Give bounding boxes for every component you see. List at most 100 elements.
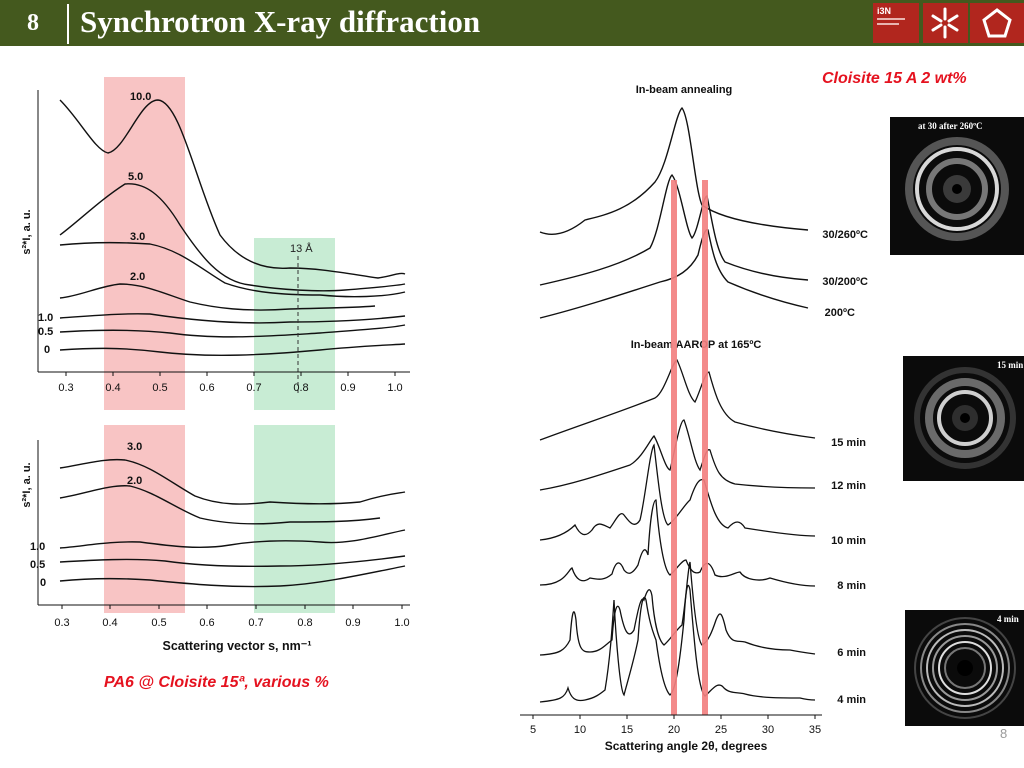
diffraction-pattern-2: 15 min: [903, 356, 1024, 481]
time-label: 8 min: [837, 580, 866, 592]
curve-05: [59, 324, 406, 338]
time-label: 15 min: [831, 437, 866, 449]
curve-10min: [539, 443, 816, 541]
x-ticks-bottom: [61, 605, 403, 609]
x-tick-label: 0.6: [199, 382, 214, 394]
curve-label: 2.0: [127, 475, 142, 487]
saxs-figure: 0.3 0.4 0.5 0.6 0.7 0.8 0.9 1.0 s²*I, a.…: [21, 77, 410, 653]
diffraction-rings: [914, 367, 1016, 469]
page-number: 8: [1000, 726, 1008, 741]
x-tick-label: 0.6: [199, 617, 214, 629]
curve-05-bottom: [59, 555, 406, 568]
curve-label: 0: [44, 344, 50, 356]
annealing-label: 200ºC: [825, 307, 855, 319]
peak-highlight-line: [671, 180, 677, 715]
curve-label: 1.0: [38, 312, 53, 324]
curve-3: [59, 241, 406, 298]
x-ticks-right: [532, 715, 816, 719]
peak-annotation: 13 Å: [290, 242, 313, 255]
x-tick-label: 0.4: [105, 382, 120, 394]
x-tick-label: 0.8: [297, 617, 312, 629]
curve-4min: [539, 584, 816, 703]
university-logo: [923, 3, 968, 43]
x-tick-label: 1.0: [394, 617, 409, 629]
x-tick-label: 0.7: [246, 382, 261, 394]
diffraction-pattern-1: at 30 after 260ºC: [890, 117, 1024, 255]
asterisk-icon: [931, 7, 959, 39]
curve-5: [59, 183, 406, 292]
curve-label: 2.0: [130, 271, 145, 283]
curve-label: 0.5: [38, 326, 53, 338]
annealing-label: 30/260ºC: [822, 229, 868, 241]
curve-0: [59, 343, 406, 357]
x-tick-label: 1.0: [387, 382, 402, 394]
annealing-title: In-beam annealing: [636, 84, 733, 96]
curve-0-bottom: [59, 565, 406, 588]
curve-8min: [539, 499, 816, 587]
time-label: 4 min: [837, 694, 866, 706]
curve-1-bottom: [59, 529, 406, 549]
pink-band-bottom: [104, 425, 185, 613]
curve-2: [59, 283, 376, 311]
curve-label: 3.0: [130, 231, 145, 243]
peak-highlight-line: [702, 180, 708, 715]
curve-label: 10.0: [130, 91, 151, 103]
x-tick-label: 0.9: [340, 382, 355, 394]
curve-3-bottom: [59, 458, 406, 505]
x-tick-label: 20: [668, 724, 680, 736]
logo-line: [877, 18, 905, 20]
slide-title: Synchrotron X-ray diffraction: [80, 4, 481, 39]
pattern-label: 4 min: [997, 614, 1019, 624]
x-tick-label: 35: [809, 724, 821, 736]
x-axis-label: Scattering vector s, nm⁻¹: [163, 639, 312, 653]
curve-1: [59, 313, 406, 324]
x-axis-label-right: Scattering angle 2θ, degrees: [605, 739, 768, 753]
curve-30-260: [539, 106, 809, 236]
pattern-label: 15 min: [997, 360, 1024, 370]
pattern-label: at 30 after 260ºC: [918, 121, 983, 131]
right-figure-caption: Cloisite 15 A 2 wt%: [822, 70, 967, 87]
pentagon-icon: [982, 8, 1012, 38]
time-label: 12 min: [831, 480, 866, 492]
x-tick-label: 0.3: [54, 617, 69, 629]
x-ticks-top: [65, 372, 396, 376]
time-label: 6 min: [837, 647, 866, 659]
y-axis-label-bottom: s²*I, a. u.: [21, 462, 33, 507]
x-tick-label: 0.7: [248, 617, 263, 629]
logo-line: [877, 23, 899, 25]
curve-label: 5.0: [128, 171, 143, 183]
x-tick-label: 10: [574, 724, 586, 736]
diffraction-pattern-3: 4 min: [905, 610, 1024, 726]
x-tick-label: 0.5: [152, 382, 167, 394]
i3n-logo-text: i3N: [877, 6, 892, 16]
slide-number: 8: [27, 9, 39, 36]
curve-6min: [539, 561, 816, 656]
diffraction-rings: [905, 137, 1009, 241]
x-tick-label: 25: [715, 724, 727, 736]
x-tick-label: 0.9: [345, 617, 360, 629]
waxs-figure: In-beam annealing 30/260ºC 30/200ºC 200º…: [520, 84, 868, 753]
curve-15min: [539, 359, 816, 441]
header-bar: 8 Synchrotron X-ray diffraction i3N: [0, 0, 1024, 46]
curve-label: 0.5: [30, 559, 45, 571]
diffraction-rings: [914, 617, 1016, 719]
i3n-logo: i3N: [873, 3, 919, 43]
header-divider: [67, 4, 69, 44]
aarop-title: In-beam AAROP at 165ºC: [631, 339, 762, 351]
school-logo: [970, 3, 1024, 43]
x-tick-label: 0.8: [293, 382, 308, 394]
curve-label: 1.0: [30, 541, 45, 553]
curve-label: 0: [40, 577, 46, 589]
curve-2-bottom: [59, 485, 381, 525]
curve-label: 3.0: [127, 441, 142, 453]
x-tick-label: 0.4: [102, 617, 117, 629]
curve-30-200: [539, 174, 809, 286]
annealing-label: 30/200ºC: [822, 276, 868, 288]
left-figure-caption: PA6 @ Cloisite 15ª, various %: [104, 674, 329, 691]
curve-12min: [539, 419, 816, 491]
x-tick-label: 0.5: [151, 617, 166, 629]
x-tick-label: 5: [530, 724, 536, 736]
x-tick-label: 15: [621, 724, 633, 736]
time-label: 10 min: [831, 535, 866, 547]
x-tick-label: 0.3: [58, 382, 73, 394]
